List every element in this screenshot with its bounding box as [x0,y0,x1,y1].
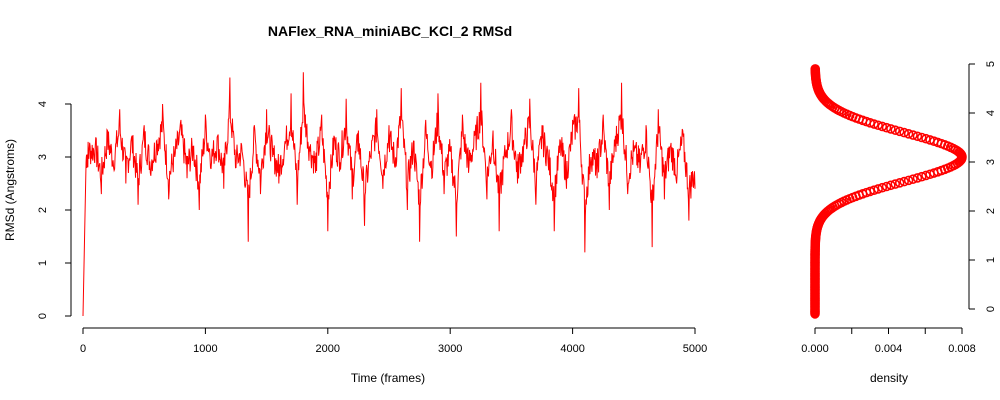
x-tick-label: 5000 [683,343,707,355]
rmsd-series-line [83,72,695,316]
x-tick-label: 3000 [438,343,462,355]
y-tick-label: 0 [37,313,49,319]
chart-title: NAFlex_RNA_miniABC_KCl_2 RMSd [268,23,512,39]
x-tick-label: 0 [80,343,86,355]
density-y-tick-label: 5 [985,61,997,67]
x-tick-label: 1000 [193,343,217,355]
density-y-tick-label: 4 [985,110,997,116]
y-tick-label: 1 [37,260,49,266]
density-x-tick-label: 0.008 [948,343,976,355]
y-tick-label: 3 [37,154,49,160]
density-x-tick-label: 0.004 [875,343,903,355]
density-y-tick-label: 1 [985,257,997,263]
x-axis-title: Time (frames) [351,371,425,385]
time-series-panel: 0 1000 2000 3000 4000 5000 0 1 2 3 4 Time (frames… [3,72,707,385]
y-tick-label: 4 [37,101,49,107]
density-x-axis-title: density [870,371,908,385]
density-x-axis: 0.000 0.004 0.008 [801,328,976,355]
density-y-tick-label: 2 [985,208,997,214]
density-points [811,65,966,318]
density-panel: 0.000 0.004 0.008 0 1 2 3 4 5 density [801,61,997,385]
density-x-tick-label: 0.000 [801,343,829,355]
y-axis: 0 1 2 3 4 [37,101,71,319]
y-axis-title: RMSd (Angstroms) [3,139,17,241]
x-tick-label: 2000 [316,343,340,355]
density-y-tick-label: 3 [985,159,997,165]
density-y-axis: 0 1 2 3 4 5 [969,61,997,312]
density-y-tick-label: 0 [985,306,997,312]
x-axis: 0 1000 2000 3000 4000 5000 [80,328,707,355]
x-tick-label: 4000 [560,343,584,355]
y-tick-label: 2 [37,207,49,213]
